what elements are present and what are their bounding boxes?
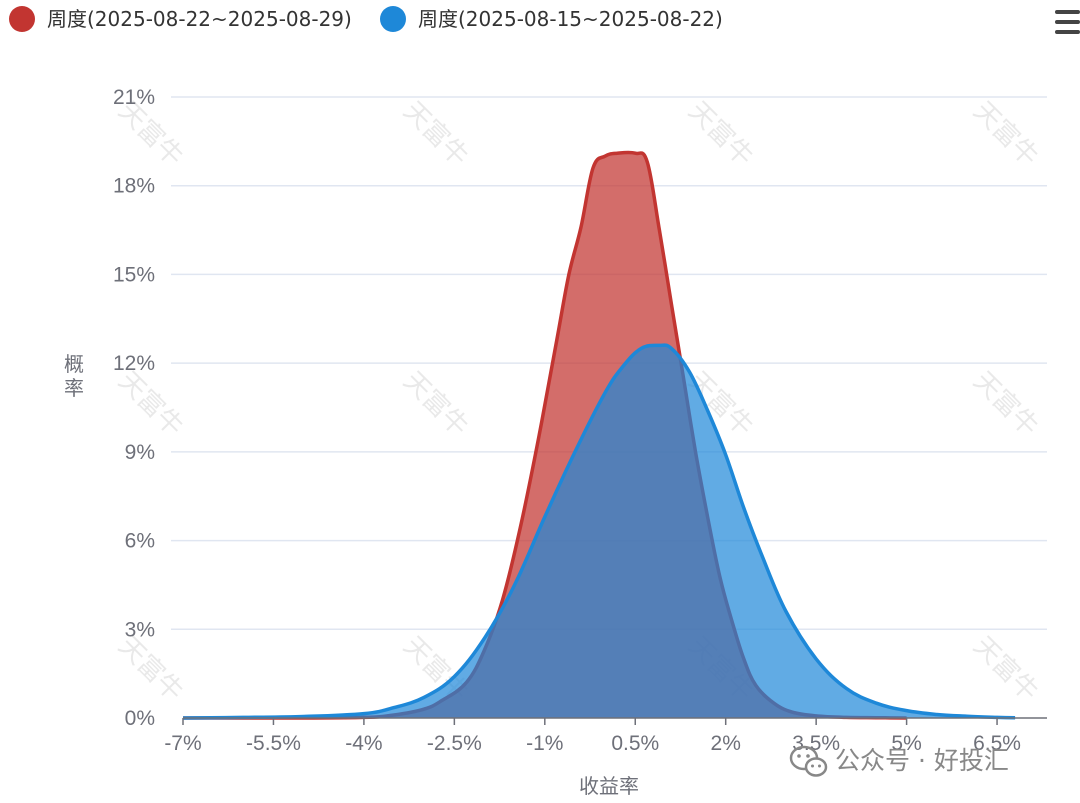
y-axis-title: 概率 (64, 352, 84, 400)
hamburger-menu-icon[interactable] (1055, 10, 1080, 34)
watermark-text: 天富牛 (967, 366, 1043, 442)
y-tick-label: 12% (113, 352, 155, 375)
y-tick-label: 15% (113, 263, 155, 286)
watermark-text: 天富牛 (682, 96, 758, 172)
legend-item-1[interactable]: 周度(2025-08-22~2025-08-29) (9, 6, 352, 32)
legend-marker (9, 6, 35, 32)
x-tick-label: -4% (345, 732, 382, 755)
legend: 周度(2025-08-22~2025-08-29) 周度(2025-08-15~2… (9, 6, 723, 32)
wechat-brand-text: 公众号 · 好投汇 (835, 746, 1009, 775)
wechat-brand: 公众号 · 好投汇 (789, 745, 1009, 777)
wechat-icon (789, 745, 828, 777)
x-axis-ticks: -7% -5.5% -4% -2.5% -1% 0.5% 2% 3.5% 5% 6.5% (164, 718, 1021, 755)
legend-label: 周度(2025-08-15~2025-08-22) (418, 7, 723, 31)
x-tick-label: 3.5% (792, 732, 840, 755)
y-tick-label: 6% (125, 530, 155, 553)
watermark-text: 天富牛 (397, 96, 473, 172)
x-tick-label: -2.5% (427, 732, 482, 755)
watermark-text: 天富牛 (967, 96, 1043, 172)
watermark-text: 天富牛 (112, 631, 188, 707)
y-tick-label: 18% (113, 175, 155, 198)
x-tick-label: 5% (891, 732, 921, 755)
series-2-line (182, 343, 1016, 720)
series-2-area[interactable] (183, 345, 1016, 718)
x-tick-label: 0.5% (611, 732, 659, 755)
x-tick-label: -7% (164, 732, 201, 755)
legend-item-2[interactable]: 周度(2025-08-15~2025-08-22) (380, 6, 723, 32)
legend-label: 周度(2025-08-22~2025-08-29) (47, 7, 352, 31)
y-tick-label: 9% (125, 441, 155, 464)
x-tick-label: 6.5% (973, 732, 1021, 755)
x-tick-label: -1% (526, 732, 563, 755)
x-tick-label: -5.5% (246, 732, 301, 755)
watermark-text: 天富牛 (112, 366, 188, 442)
y-tick-label: 21% (113, 86, 155, 109)
x-axis-title: 收益率 (579, 774, 639, 798)
y-axis-ticks: 0% 3% 6% 9% 12% 15% 18% 21% (113, 86, 155, 730)
x-tick-label: 2% (711, 732, 741, 755)
y-tick-label: 3% (125, 618, 155, 641)
series-1-area[interactable] (183, 152, 907, 718)
series-layer (182, 150, 1016, 720)
legend-marker (380, 6, 406, 32)
watermark-text: 天富牛 (967, 631, 1043, 707)
y-tick-label: 0% (125, 707, 155, 730)
watermark-text: 天富牛 (397, 366, 473, 442)
